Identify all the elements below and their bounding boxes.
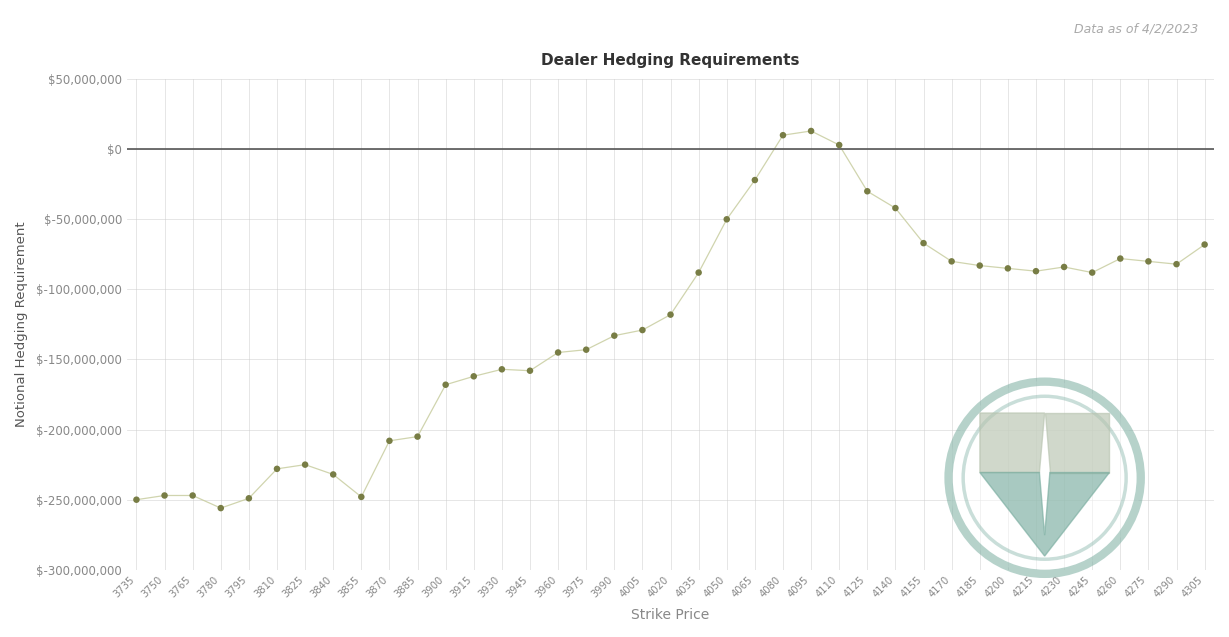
Point xyxy=(830,140,849,150)
X-axis label: Strike Price: Strike Price xyxy=(632,608,709,622)
Point xyxy=(211,503,231,513)
Point xyxy=(267,464,286,474)
Point xyxy=(605,331,624,341)
Point xyxy=(1026,266,1046,276)
Point xyxy=(858,186,878,196)
Point xyxy=(801,126,821,136)
Title: Dealer Hedging Requirements: Dealer Hedging Requirements xyxy=(541,54,800,68)
Point xyxy=(1166,259,1186,269)
Point xyxy=(408,431,428,441)
Point xyxy=(492,364,511,375)
Point xyxy=(463,371,483,382)
Point xyxy=(576,345,596,355)
Point xyxy=(661,310,681,320)
Point xyxy=(886,203,906,213)
Point xyxy=(941,256,961,266)
Point xyxy=(773,130,793,140)
Point xyxy=(548,347,568,357)
Point xyxy=(1111,254,1131,264)
Point xyxy=(183,490,203,501)
Point xyxy=(436,380,456,390)
Point xyxy=(520,366,540,376)
Polygon shape xyxy=(980,413,1045,473)
Point xyxy=(913,238,933,248)
Point xyxy=(351,492,371,502)
Point xyxy=(127,494,146,505)
Point xyxy=(155,490,175,501)
Point xyxy=(688,268,708,278)
Point xyxy=(1138,256,1158,266)
Text: Data as of 4/2/2023: Data as of 4/2/2023 xyxy=(1074,22,1198,35)
Point xyxy=(323,469,343,480)
Point xyxy=(240,493,259,503)
Point xyxy=(1054,262,1074,272)
Polygon shape xyxy=(1045,413,1110,473)
Circle shape xyxy=(949,382,1141,574)
Point xyxy=(717,214,736,224)
Polygon shape xyxy=(980,473,1110,556)
Point xyxy=(1083,268,1102,278)
Point xyxy=(745,175,764,185)
Y-axis label: Notional Hedging Requirement: Notional Hedging Requirement xyxy=(15,222,28,427)
Point xyxy=(295,459,315,469)
Point xyxy=(633,325,653,335)
Point xyxy=(970,261,989,271)
Point xyxy=(1195,240,1214,250)
Point xyxy=(380,436,399,446)
Point xyxy=(998,263,1018,273)
